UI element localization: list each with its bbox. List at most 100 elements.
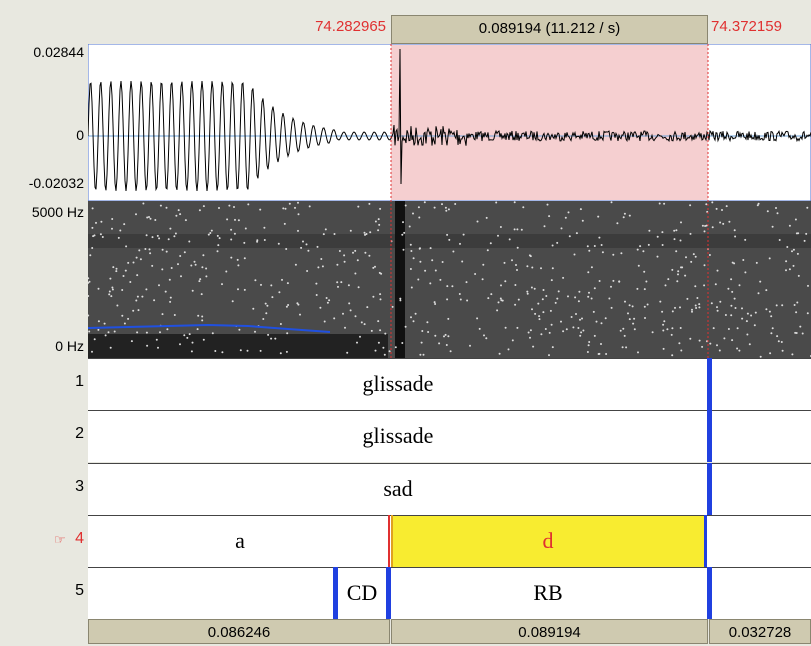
noise-dot: [267, 333, 270, 336]
noise-dot: [588, 291, 590, 294]
noise-dot: [111, 288, 114, 291]
noise-dot: [377, 320, 380, 323]
noise-dot: [441, 203, 443, 206]
tier[interactable]: [88, 567, 811, 620]
selection-duration[interactable]: 0.089194 (11.212 / s): [391, 15, 708, 44]
noise-dot: [167, 238, 170, 241]
noise-dot: [522, 206, 525, 209]
tier[interactable]: [88, 462, 811, 515]
boundary: [707, 462, 712, 515]
wave-max: 0.02844: [33, 44, 84, 60]
noise-dot: [191, 341, 194, 344]
tier-number[interactable]: 4: [75, 529, 84, 547]
noise-dot: [791, 353, 794, 356]
noise-dot: [648, 229, 651, 232]
noise-dot: [221, 351, 224, 354]
noise-dot: [141, 295, 144, 298]
noise-dot: [161, 313, 164, 316]
noise-dot: [409, 268, 412, 270]
noise-dot: [297, 213, 300, 216]
noise-dot: [279, 323, 282, 325]
noise-dot: [296, 302, 299, 305]
noise-dot: [266, 304, 269, 307]
noise-dot: [724, 314, 727, 316]
noise-dot: [104, 334, 107, 337]
noise-dot: [434, 334, 437, 337]
noise-dot: [695, 307, 698, 309]
tier-number[interactable]: 5: [75, 582, 84, 600]
duration-right[interactable]: 0.032728: [709, 619, 811, 644]
noise-dot: [325, 297, 328, 299]
noise-dot: [690, 260, 693, 263]
noise-dot: [262, 318, 265, 320]
noise-dot: [382, 346, 385, 349]
interval-label[interactable]: glissade: [362, 371, 434, 396]
noise-dot: [679, 327, 682, 329]
noise-dot: [768, 257, 771, 260]
noise-dot: [727, 328, 730, 330]
tier[interactable]: [88, 358, 811, 410]
noise-dot: [194, 263, 197, 266]
noise-dot: [190, 350, 193, 353]
noise-dot: [368, 202, 371, 205]
noise-dot: [132, 309, 135, 312]
noise-dot: [285, 350, 288, 353]
noise-dot: [145, 234, 148, 237]
noise-dot: [196, 328, 199, 331]
noise-dot: [123, 322, 126, 325]
noise-dot: [738, 349, 741, 352]
noise-dot: [516, 326, 519, 329]
noise-dot: [508, 238, 511, 241]
noise-dot: [458, 293, 461, 295]
noise-dot: [736, 347, 739, 350]
noise-dot: [741, 307, 743, 310]
interval-label[interactable]: d: [542, 527, 554, 553]
tier-number[interactable]: 1: [75, 373, 84, 390]
noise-dot: [380, 272, 383, 275]
noise-dot: [621, 346, 624, 349]
noise-dot: [352, 251, 354, 254]
interval-label[interactable]: glissade: [362, 423, 434, 449]
noise-dot: [582, 329, 585, 332]
noise-dot: [612, 279, 615, 282]
noise-dot: [703, 230, 706, 233]
tier-number[interactable]: 3: [75, 477, 84, 495]
noise-dot: [560, 227, 563, 230]
noise-dot: [567, 211, 570, 214]
noise-dot: [780, 341, 783, 343]
noise-dot: [109, 346, 112, 349]
noise-dot: [671, 268, 674, 271]
noise-dot: [91, 226, 94, 229]
noise-dot: [755, 261, 758, 264]
noise-dot: [443, 335, 445, 338]
noise-dot: [243, 257, 246, 260]
noise-dot: [598, 352, 601, 355]
interval-label[interactable]: a: [235, 527, 245, 553]
noise-dot: [742, 259, 745, 261]
interval-label[interactable]: RB: [533, 580, 563, 606]
noise-dot: [529, 329, 532, 332]
noise-dot: [95, 221, 97, 224]
noise-dot: [628, 214, 631, 217]
duration-left[interactable]: 0.086246: [88, 619, 390, 644]
interval-label[interactable]: CD: [346, 580, 378, 606]
noise-dot: [149, 217, 152, 220]
noise-dot: [270, 337, 273, 340]
noise-dot: [368, 254, 371, 257]
noise-dot: [487, 297, 490, 300]
tier[interactable]: [88, 410, 811, 463]
noise-dot: [374, 349, 377, 352]
noise-dot: [349, 229, 352, 232]
noise-dot: [244, 227, 247, 230]
noise-dot: [499, 226, 502, 228]
noise-dot: [797, 232, 800, 235]
tier-number[interactable]: 2: [75, 425, 84, 443]
noise-dot: [746, 333, 749, 336]
noise-dot: [500, 284, 502, 287]
noise-dot: [343, 260, 346, 263]
noise-dot: [88, 277, 90, 280]
interval-label[interactable]: sad: [383, 475, 413, 501]
duration-selection[interactable]: 0.089194: [391, 619, 708, 644]
noise-dot: [383, 353, 386, 356]
noise-dot: [183, 334, 186, 337]
